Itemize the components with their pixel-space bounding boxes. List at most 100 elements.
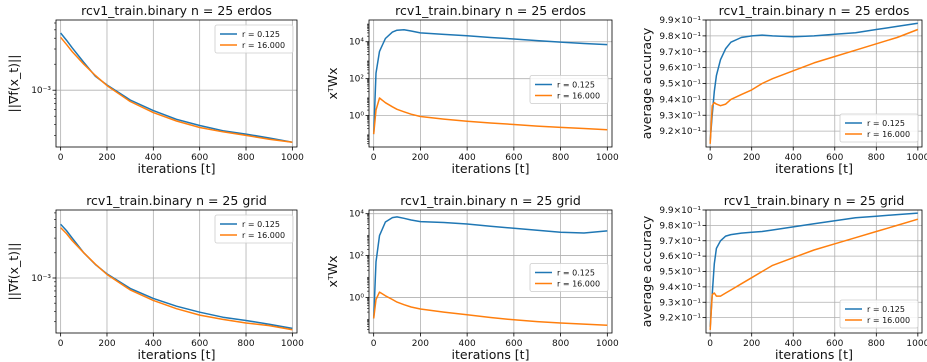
y-tick-label: 9.6×10⁻¹ — [659, 252, 701, 262]
legend-box — [839, 299, 919, 329]
y-tick-label: 9.2×10⁻¹ — [659, 127, 701, 137]
x-tick-label: 800 — [868, 339, 885, 349]
y-tick-label: 9.8×10⁻¹ — [659, 221, 701, 231]
legend: r = 0.125 r = 16.000 — [214, 214, 294, 244]
y-tick-label: 10⁰ — [349, 293, 364, 303]
legend-label: r = 16.000 — [242, 41, 285, 50]
x-tick-label: 0 — [58, 153, 64, 163]
legend-label: r = 16.000 — [557, 92, 600, 101]
x-tick-label: 800 — [237, 339, 254, 349]
x-axis-label: iterations [t] — [452, 347, 530, 362]
legend: r = 0.125 r = 16.000 — [529, 75, 609, 104]
x-tick-label: 800 — [552, 339, 569, 349]
series-line-r-16000 — [60, 36, 293, 143]
legend-label: r = 0.125 — [867, 305, 905, 314]
y-tick-label: 9.5×10⁻¹ — [659, 80, 701, 90]
legend-label: r = 0.125 — [557, 81, 595, 90]
series-line-r-0125 — [372, 28, 608, 135]
x-tick-label: 0 — [371, 153, 377, 163]
x-tick-label: 400 — [785, 339, 802, 349]
y-tick-label: 9.8×10⁻¹ — [659, 32, 701, 42]
x-tick-label: 600 — [505, 153, 522, 163]
legend-box — [529, 75, 609, 104]
chart-panel: 0 200 400 600 800 1000 10⁰ 10² 10⁴ rcv1_train.bin… — [325, 3, 619, 176]
y-tick-label: 9.4×10⁻¹ — [659, 95, 701, 105]
y-tick-label: 10⁻³ — [31, 86, 51, 96]
x-tick-label: 200 — [98, 153, 115, 163]
axes-frame — [55, 19, 298, 148]
series-line-r-0125 — [372, 216, 608, 319]
y-tick-label: 10² — [349, 75, 364, 85]
series-line-r-0125 — [709, 212, 918, 327]
legend-label: r = 0.125 — [867, 119, 905, 128]
legend: r = 0.125 r = 16.000 — [529, 263, 609, 292]
x-tick-label: 800 — [552, 153, 569, 163]
legend: r = 0.125 r = 16.000 — [839, 299, 919, 329]
x-tick-label: 1000 — [906, 153, 927, 163]
x-axis-label: iterations [t] — [775, 347, 853, 362]
legend-label: r = 16.000 — [867, 130, 910, 139]
legend-label: r = 16.000 — [867, 316, 910, 325]
chart-title: rcv1_train.binary n = 25 erdos — [395, 3, 586, 18]
x-tick-label: 1000 — [906, 339, 927, 349]
y-tick-label: 10² — [349, 252, 364, 262]
series-line-r-16000 — [709, 28, 919, 144]
x-tick-label: 0 — [707, 153, 713, 163]
axes-frame — [705, 209, 923, 334]
x-tick-label: 600 — [826, 339, 843, 349]
chart-panel: 0 200 400 600 800 1000 10⁻³ rcv1_train.binary n… — [6, 193, 304, 362]
y-tick-label: 9.5×10⁻¹ — [659, 268, 701, 278]
legend-label: r = 16.000 — [242, 231, 285, 240]
legend: r = 0.125 r = 16.000 — [839, 113, 919, 143]
chart-panel: 0 200 400 600 800 1000 10⁰ 10² 10⁴ rcv1_train.bin… — [325, 193, 619, 362]
y-tick-label: 9.7×10⁻¹ — [659, 237, 701, 247]
x-tick-label: 400 — [145, 153, 162, 163]
x-tick-label: 800 — [868, 153, 885, 163]
series-line-r-16000 — [372, 291, 608, 326]
x-tick-label: 0 — [371, 339, 377, 349]
legend-box — [839, 113, 919, 143]
y-axis-label: xᵀWx — [325, 68, 340, 100]
axes-frame — [368, 209, 613, 334]
x-axis-label: iterations [t] — [138, 347, 216, 362]
y-axis-label: ||∇f(x_t)|| — [6, 55, 21, 113]
axes-frame — [368, 19, 613, 148]
axes-frame — [705, 19, 923, 148]
x-tick-label: 800 — [237, 153, 254, 163]
x-tick-label: 400 — [459, 339, 476, 349]
x-tick-label: 600 — [191, 153, 208, 163]
x-tick-label: 200 — [743, 339, 760, 349]
y-tick-label: 9.7×10⁻¹ — [659, 48, 701, 58]
legend-label: r = 0.125 — [557, 269, 595, 278]
legend-box — [529, 263, 609, 292]
x-tick-label: 1000 — [281, 339, 304, 349]
y-axis-label: average accuracy — [639, 27, 654, 139]
chart-panel: 0 200 400 600 800 1000 9.2×10⁻¹ 9.3×10⁻¹ 9.4×10⁻… — [639, 3, 927, 176]
y-tick-label: 9.6×10⁻¹ — [659, 64, 701, 74]
x-tick-label: 1000 — [596, 153, 619, 163]
series-line-r-0125 — [60, 32, 293, 143]
x-tick-label: 200 — [412, 339, 429, 349]
legend-label: r = 0.125 — [242, 30, 280, 39]
y-tick-label: 9.3×10⁻¹ — [659, 298, 701, 308]
chart-title: rcv1_train.binary n = 25 grid — [724, 193, 905, 208]
y-axis-label: xᵀWx — [325, 256, 340, 288]
series-line-r-16000 — [709, 218, 919, 330]
x-tick-label: 600 — [191, 339, 208, 349]
legend-box — [214, 214, 294, 244]
x-tick-label: 600 — [826, 153, 843, 163]
chart-title: rcv1_train.binary n = 25 erdos — [719, 3, 910, 18]
chart-title: rcv1_train.binary n = 25 erdos — [81, 3, 272, 18]
y-tick-label: 9.2×10⁻¹ — [659, 314, 701, 324]
series-line-r-0125 — [60, 223, 293, 330]
axes-frame — [55, 209, 298, 334]
y-tick-label: 9.9×10⁻¹ — [659, 206, 701, 216]
chart-panel: 0 200 400 600 800 1000 10⁻³ rcv1_train.binary n… — [6, 3, 304, 176]
x-tick-label: 600 — [505, 339, 522, 349]
y-tick-label: 10⁴ — [349, 38, 364, 48]
y-tick-label: 9.3×10⁻¹ — [659, 111, 701, 121]
legend: r = 0.125 r = 16.000 — [214, 24, 294, 54]
y-tick-label: 10⁴ — [349, 210, 364, 220]
x-tick-label: 200 — [743, 153, 760, 163]
legend-box — [214, 24, 294, 54]
